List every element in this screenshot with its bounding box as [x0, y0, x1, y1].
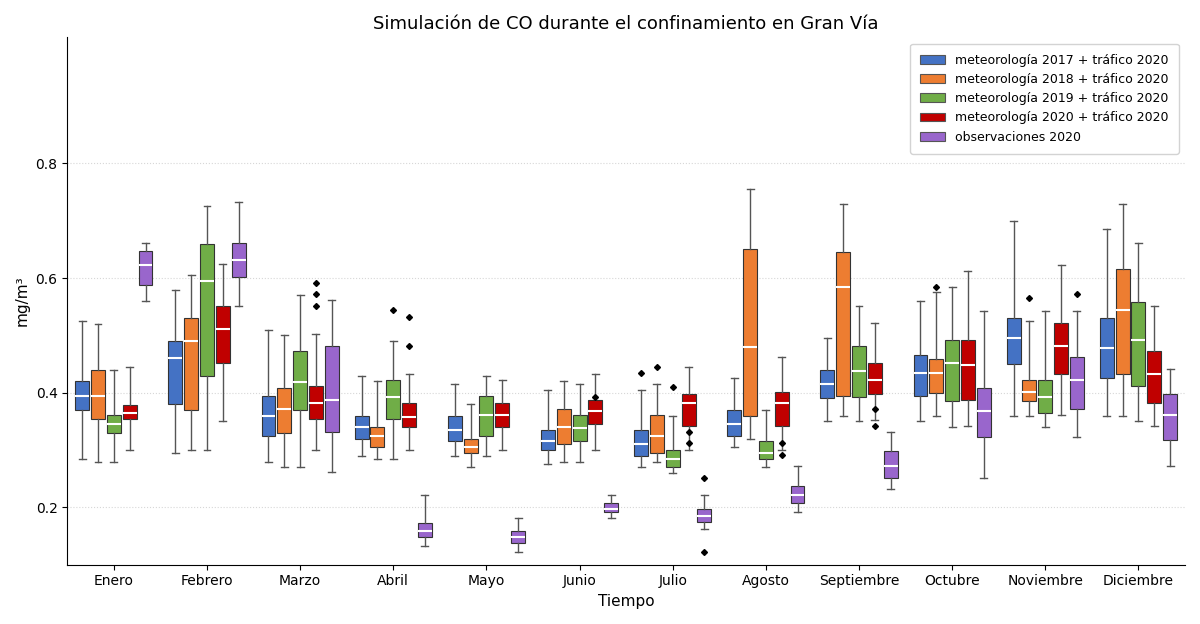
PathPatch shape [929, 359, 943, 392]
PathPatch shape [232, 243, 246, 277]
PathPatch shape [557, 409, 571, 444]
PathPatch shape [402, 403, 416, 427]
PathPatch shape [977, 388, 991, 437]
PathPatch shape [758, 441, 773, 459]
PathPatch shape [775, 392, 788, 426]
Legend: meteorología 2017 + tráfico 2020, meteorología 2018 + tráfico 2020, meteorología: meteorología 2017 + tráfico 2020, meteor… [911, 44, 1178, 154]
PathPatch shape [496, 403, 509, 427]
PathPatch shape [946, 340, 959, 401]
PathPatch shape [821, 370, 834, 399]
PathPatch shape [91, 370, 104, 419]
PathPatch shape [697, 509, 712, 522]
PathPatch shape [138, 251, 152, 285]
PathPatch shape [634, 430, 648, 456]
PathPatch shape [463, 439, 478, 453]
PathPatch shape [1038, 380, 1052, 413]
PathPatch shape [961, 340, 974, 399]
PathPatch shape [666, 450, 679, 467]
PathPatch shape [200, 244, 214, 376]
PathPatch shape [1070, 357, 1084, 409]
PathPatch shape [572, 414, 587, 441]
PathPatch shape [168, 341, 182, 404]
PathPatch shape [448, 416, 462, 441]
PathPatch shape [727, 410, 742, 436]
PathPatch shape [883, 451, 898, 477]
PathPatch shape [216, 306, 229, 363]
PathPatch shape [107, 414, 121, 433]
PathPatch shape [1147, 351, 1162, 403]
Y-axis label: mg/m³: mg/m³ [16, 276, 30, 326]
PathPatch shape [868, 363, 882, 394]
PathPatch shape [184, 318, 198, 410]
PathPatch shape [1099, 318, 1114, 378]
PathPatch shape [480, 396, 493, 436]
PathPatch shape [588, 399, 602, 424]
PathPatch shape [743, 250, 757, 416]
PathPatch shape [325, 346, 338, 432]
Title: Simulación de CO durante el confinamiento en Gran Vía: Simulación de CO durante el confinamient… [373, 15, 878, 33]
PathPatch shape [371, 427, 384, 447]
PathPatch shape [605, 503, 618, 512]
PathPatch shape [913, 356, 928, 396]
PathPatch shape [791, 485, 804, 503]
PathPatch shape [511, 532, 526, 543]
PathPatch shape [1132, 302, 1145, 386]
PathPatch shape [386, 380, 401, 419]
PathPatch shape [76, 381, 89, 410]
PathPatch shape [355, 416, 368, 439]
PathPatch shape [262, 396, 276, 436]
PathPatch shape [1116, 270, 1129, 374]
PathPatch shape [1022, 380, 1037, 401]
PathPatch shape [1163, 394, 1177, 440]
PathPatch shape [1054, 323, 1068, 374]
PathPatch shape [836, 252, 850, 396]
X-axis label: Tiempo: Tiempo [598, 594, 654, 609]
PathPatch shape [1007, 318, 1020, 364]
PathPatch shape [310, 386, 323, 419]
PathPatch shape [277, 388, 292, 433]
PathPatch shape [682, 394, 696, 426]
PathPatch shape [122, 406, 137, 419]
PathPatch shape [650, 414, 664, 453]
PathPatch shape [293, 351, 307, 410]
PathPatch shape [541, 430, 554, 450]
PathPatch shape [852, 346, 866, 397]
PathPatch shape [418, 524, 432, 537]
